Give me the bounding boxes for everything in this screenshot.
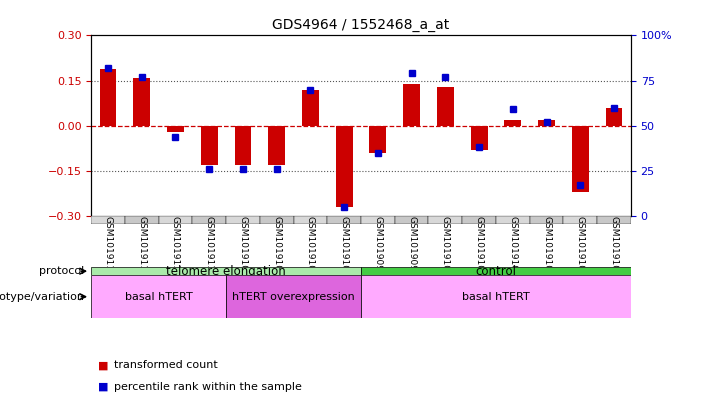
Bar <box>538 120 555 126</box>
Bar <box>496 216 530 224</box>
Text: GSM1019102: GSM1019102 <box>238 216 247 277</box>
Text: GSM1019112: GSM1019112 <box>171 216 180 277</box>
Bar <box>361 275 631 318</box>
Bar <box>606 108 622 126</box>
Bar <box>226 275 361 318</box>
Bar <box>428 216 462 224</box>
Bar <box>361 216 395 224</box>
Text: transformed count: transformed count <box>114 360 217 371</box>
Text: ■: ■ <box>98 382 109 392</box>
Text: telomere elongation: telomere elongation <box>166 264 286 278</box>
Bar <box>125 216 158 224</box>
Text: GSM1019098: GSM1019098 <box>374 216 382 277</box>
Text: GSM1019110: GSM1019110 <box>104 216 112 277</box>
Bar <box>158 216 192 224</box>
Bar <box>226 216 260 224</box>
Text: GSM1019108: GSM1019108 <box>576 216 585 277</box>
Text: GSM1019107: GSM1019107 <box>542 216 551 277</box>
Bar <box>167 126 184 132</box>
Bar <box>268 126 285 165</box>
Text: GSM1019099: GSM1019099 <box>407 216 416 277</box>
Text: control: control <box>475 264 517 278</box>
Bar <box>100 68 116 126</box>
Text: GSM1019104: GSM1019104 <box>306 216 315 277</box>
Bar <box>564 216 597 224</box>
Text: basal hTERT: basal hTERT <box>462 292 530 302</box>
Bar <box>437 86 454 126</box>
Bar <box>294 216 327 224</box>
Bar <box>336 126 353 207</box>
Bar <box>260 216 294 224</box>
Text: percentile rank within the sample: percentile rank within the sample <box>114 382 301 392</box>
Text: GSM1019105: GSM1019105 <box>340 216 348 277</box>
Bar <box>192 216 226 224</box>
Text: GSM1019100: GSM1019100 <box>441 216 450 277</box>
Text: protocol: protocol <box>39 266 84 276</box>
Bar <box>327 216 361 224</box>
Bar <box>369 126 386 153</box>
Bar <box>530 216 564 224</box>
Bar <box>91 267 361 275</box>
Text: GSM1019101: GSM1019101 <box>475 216 484 277</box>
Text: GSM1019113: GSM1019113 <box>205 216 214 277</box>
Text: basal hTERT: basal hTERT <box>125 292 193 302</box>
Bar <box>470 126 487 150</box>
Bar <box>403 84 420 126</box>
Bar <box>133 77 150 126</box>
Bar <box>361 267 631 275</box>
Bar <box>200 126 217 165</box>
Bar <box>597 216 631 224</box>
Title: GDS4964 / 1552468_a_at: GDS4964 / 1552468_a_at <box>273 18 449 31</box>
Text: GSM1019109: GSM1019109 <box>610 216 618 277</box>
Text: hTERT overexpression: hTERT overexpression <box>232 292 355 302</box>
Bar <box>462 216 496 224</box>
Text: genotype/variation: genotype/variation <box>0 292 84 302</box>
Bar <box>302 90 319 126</box>
Bar <box>505 120 522 126</box>
Bar <box>91 216 125 224</box>
Text: GSM1019111: GSM1019111 <box>137 216 147 277</box>
Bar <box>235 126 252 165</box>
Text: GSM1019106: GSM1019106 <box>508 216 517 277</box>
Bar <box>572 126 589 192</box>
Bar <box>91 275 226 318</box>
Text: GSM1019103: GSM1019103 <box>272 216 281 277</box>
Bar <box>395 216 428 224</box>
Text: ■: ■ <box>98 360 109 371</box>
